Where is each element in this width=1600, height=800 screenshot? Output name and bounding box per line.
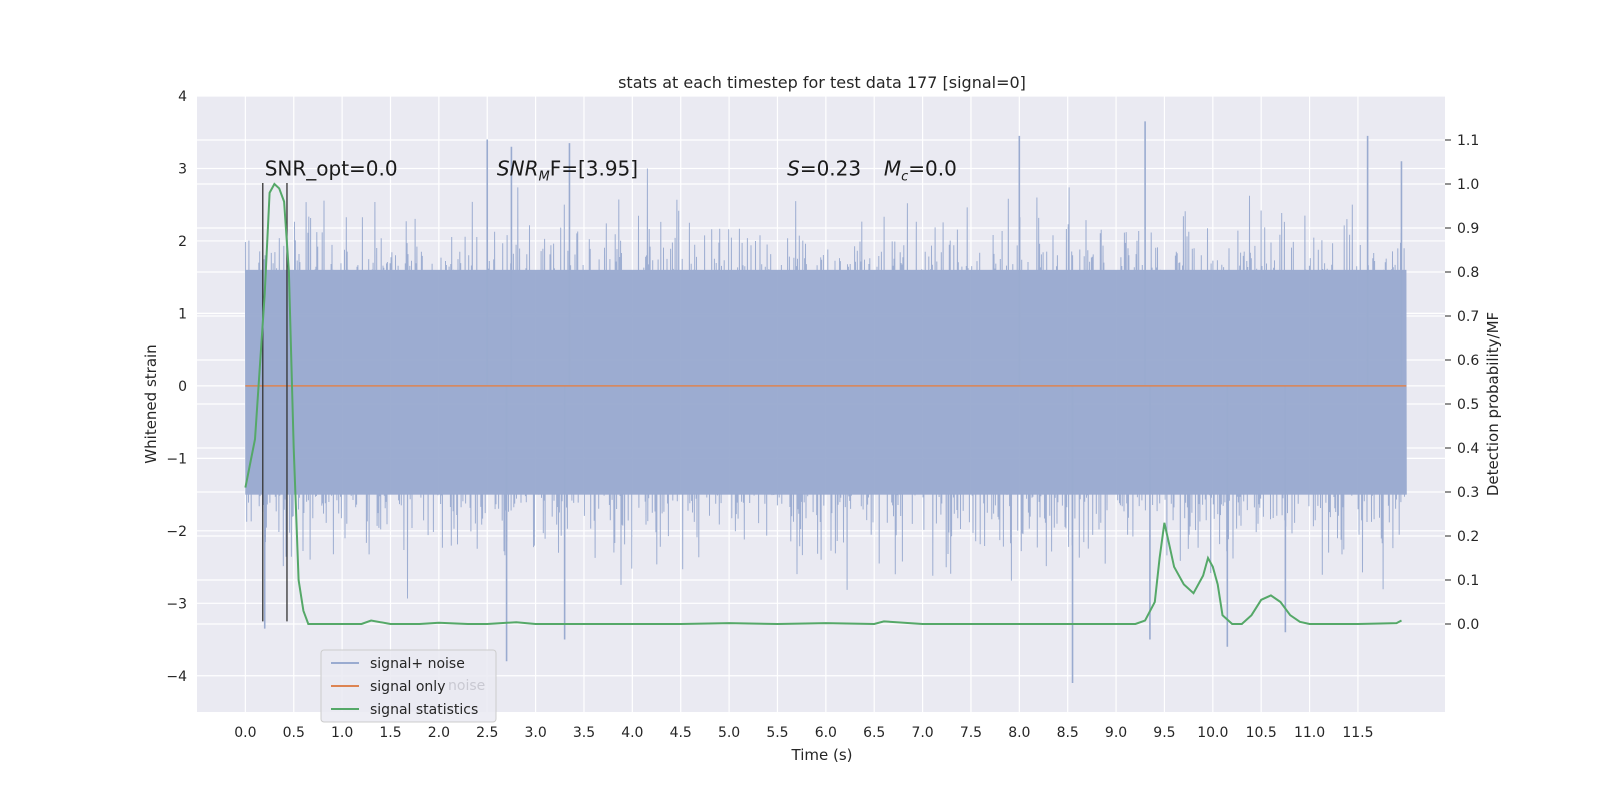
x-tick-label: 2.0 (428, 725, 450, 741)
x-tick-label: 4.0 (621, 725, 643, 741)
annotation: SNRMF=[3.95] (497, 157, 638, 185)
y2-tick-label: 0.7 (1457, 309, 1479, 325)
y2-tick-label: 1.0 (1457, 177, 1479, 193)
y2-tick-label: 0.4 (1457, 441, 1479, 457)
y2-tick-label: 0.8 (1457, 265, 1479, 281)
y-tick-label: 1 (178, 306, 187, 322)
x-tick-label: 2.5 (476, 725, 498, 741)
y-tick-label: 0 (178, 379, 187, 395)
x-tick-label: 1.5 (379, 725, 401, 741)
y2-tick-label: 0.2 (1457, 529, 1479, 545)
y-tick-label: −1 (166, 451, 187, 467)
x-tick-label: 0.5 (283, 725, 305, 741)
x-tick-label: 6.5 (863, 725, 885, 741)
y-tick-label: −3 (166, 596, 187, 612)
y2-tick-label: 0.0 (1457, 617, 1479, 633)
y2-tick-label: 0.1 (1457, 573, 1479, 589)
x-tick-label: 10.5 (1246, 725, 1277, 741)
x-tick-label: 5.0 (718, 725, 740, 741)
annotations: SNR_opt=0.0 SNRMF=[3.95] S=0.23 Mc=0.0 (265, 157, 957, 185)
x-tick-label: 0.0 (234, 725, 256, 741)
y2-tick-label: 0.5 (1457, 397, 1479, 413)
x-tick-label: 11.0 (1294, 725, 1325, 741)
annotation: S=0.23 (787, 157, 861, 181)
x-tick-label: 3.0 (524, 725, 546, 741)
y-axis-label: Whitened strain (142, 344, 160, 463)
y2-axis-label: Detection probability/MF (1484, 312, 1502, 496)
legend: noise signal+ noise signal only signal s… (320, 649, 497, 723)
x-tick-label: 11.5 (1342, 725, 1373, 741)
x-tick-label: 9.0 (1105, 725, 1127, 741)
x-tick-label: 4.5 (670, 725, 692, 741)
tick-labels: 0.0 0.5 1.0 1.5 2.0 2.5 3.0 3.5 4.0 4.5 5.0 5.5 6.0 6… (166, 89, 1479, 741)
chart-title: stats at each timestep for test data 177… (618, 73, 1026, 92)
x-tick-label: 7.0 (911, 725, 933, 741)
x-tick-label: 8.5 (1057, 725, 1079, 741)
y-tick-label: −2 (166, 524, 187, 540)
x-tick-label: 8.0 (1008, 725, 1030, 741)
y-tick-label: 4 (178, 89, 187, 105)
x-tick-label: 10.0 (1197, 725, 1228, 741)
signal-statistics-series (244, 182, 1402, 626)
y2-tick-label: 0.9 (1457, 221, 1479, 237)
legend-label-signal-noise: signal+ noise (370, 656, 465, 672)
y2-tick-label: 0.6 (1457, 353, 1479, 369)
legend-ghost-text: noise (448, 678, 485, 694)
annotation: SNR_opt=0.0 (265, 157, 398, 181)
x-tick-label: 5.5 (766, 725, 788, 741)
y2-tick-label: 0.3 (1457, 485, 1479, 501)
legend-label-signal-statistics: signal statistics (370, 702, 478, 718)
x-tick-label: 9.5 (1153, 725, 1175, 741)
annotation: Mc=0.0 (884, 157, 957, 185)
legend-box (320, 649, 497, 723)
y-tick-label: 2 (178, 234, 187, 250)
x-tick-label: 7.5 (960, 725, 982, 741)
signal-statistics-line (244, 182, 1402, 626)
y2-tick-label: 1.1 (1457, 133, 1479, 149)
x-tick-label: 1.0 (331, 725, 353, 741)
signal-noise-series (244, 121, 1407, 684)
x-tick-label: 3.5 (573, 725, 595, 741)
y-tick-label: −4 (166, 669, 187, 685)
signal-noise-band (245, 269, 1407, 495)
legend-label-signal-only: signal only (370, 679, 445, 695)
y-tick-label: 3 (178, 161, 187, 177)
x-axis-label: Time (s) (791, 746, 853, 764)
x-tick-label: 6.0 (815, 725, 837, 741)
